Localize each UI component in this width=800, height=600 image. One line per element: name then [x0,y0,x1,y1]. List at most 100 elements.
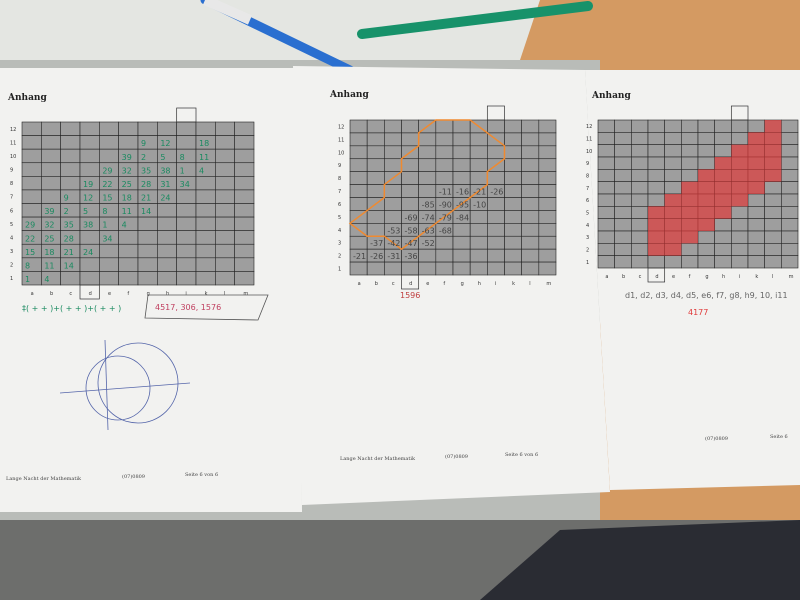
grid-cell [436,146,453,159]
shaded-cell [748,182,765,194]
shaded-cell [715,169,732,181]
row-label: 1 [338,267,341,273]
row-label: 7 [10,195,13,201]
column-label: h [722,274,725,280]
handwritten-number: -26 [370,252,383,261]
handwritten-number: 35 [141,166,151,175]
column-label: a [358,281,361,287]
grid [22,122,254,285]
grid-cell [522,133,539,146]
grid-cell [781,231,798,243]
grid-cell [505,249,522,262]
grid-cell [177,204,196,218]
grid-cell [681,157,698,169]
grid-cell [436,159,453,172]
handwritten-number: 39 [44,207,54,216]
grid-cell [367,133,384,146]
grid-cell [487,146,504,159]
handwritten-number: 22 [25,234,35,243]
row-label: 5 [586,211,589,217]
grid-cell [631,231,648,243]
handwritten-number: -31 [387,252,400,261]
grid-cell [215,258,234,272]
grid-cell [22,149,41,163]
grid-cell [157,217,176,231]
grid-cell [22,176,41,190]
grid-cell [436,172,453,185]
column-label: l [224,291,225,297]
grid-cell [138,217,157,231]
handwritten-number: -58 [405,226,418,235]
grid-cell [698,231,715,243]
handwritten-number: 25 [122,180,132,189]
grid-cell [157,204,176,218]
grid-cell [453,236,470,249]
grid-cell [615,206,632,218]
grid-cell [41,122,60,136]
grid-cell [157,122,176,136]
grid-cell [598,157,615,169]
row-label: 6 [338,202,341,208]
worksheet-3: Anhang123456789101112a b c d e f g h i k l m(07)080… [585,70,800,490]
handwritten-answer: 4517, 306, 1576 [155,303,221,312]
grid-cell [539,210,556,223]
grid-cell [436,133,453,146]
grid-cell [539,198,556,211]
handwritten-number: -68 [439,226,452,235]
handwritten-number: 34 [180,180,190,189]
grid-cell [648,145,665,157]
grid-cell [765,256,782,268]
grid-cell [631,169,648,181]
grid-cell [731,206,748,218]
grid-cell [648,194,665,206]
grid-cell [157,258,176,272]
column-label: a [31,291,34,297]
grid-cell [487,236,504,249]
handwritten-number: 1 [102,221,107,230]
grid-cell [765,182,782,194]
grid-cell [665,182,682,194]
row-label: 4 [10,235,13,241]
grid-cell [196,122,215,136]
grid-cell [665,145,682,157]
grid-cell [384,133,401,146]
grid-cell [157,271,176,285]
handwritten-number: 18 [199,139,209,148]
grid-cell [22,122,41,136]
grid-cell [539,172,556,185]
grid-cell [436,236,453,249]
grid-cell [615,132,632,144]
handwritten-number: 12 [83,194,93,203]
grid-cell [80,258,99,272]
column-label: m [789,274,794,280]
handwritten-number: 5 [83,207,88,216]
handwritten-answer: 4177 [688,308,708,317]
handwritten-number: 32 [44,221,54,230]
handwritten-number: 15 [102,194,112,203]
grid-cell [648,169,665,181]
shaded-cell [648,231,665,243]
photo-scene: Anhang123456789101112a b c d e f g h i k l mLange N… [0,0,800,600]
row-label: 5 [338,215,341,221]
grid-cell [522,210,539,223]
grid-cell [453,120,470,133]
footer-right: Seite 6 von 6 [185,472,218,478]
column-label: c [69,291,72,297]
handwritten-number: -42 [387,239,400,248]
grid-cell [539,236,556,249]
grid-cell [235,122,254,136]
grid-cell [781,219,798,231]
handwritten-number: 2 [141,153,146,162]
handwritten-number: 34 [102,234,112,243]
row-label: 4 [338,228,341,234]
footer-left: Lange Nacht der Mathematik [6,476,82,482]
grid-cell [80,149,99,163]
footer-right: Seite 6 von 6 [505,452,538,458]
grid-cell [615,243,632,255]
row-label: 7 [338,189,341,195]
grid-cell [522,198,539,211]
column-label: f [443,281,445,287]
grid-cell [196,204,215,218]
grid-cell [539,120,556,133]
grid-cell [350,159,367,172]
